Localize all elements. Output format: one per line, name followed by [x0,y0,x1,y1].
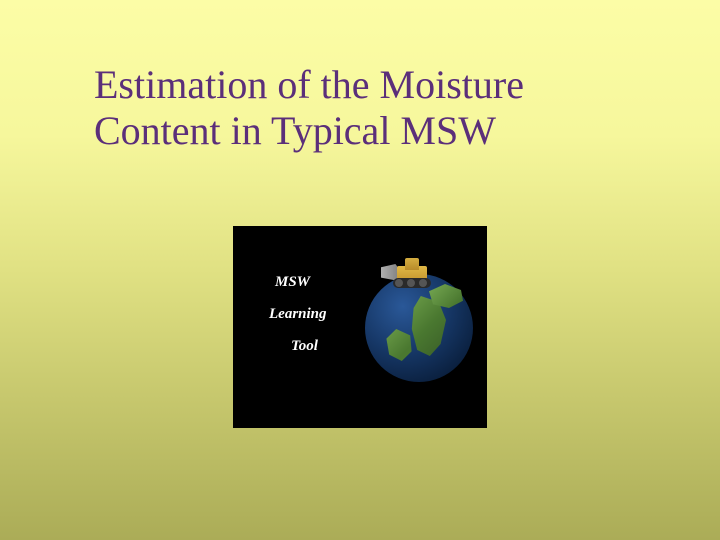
slide-title: Estimation of the Moisture Content in Ty… [94,62,634,154]
bulldozer-icon [379,256,441,292]
bulldozer-wheel [395,279,403,287]
logo-text-line-1: MSW [275,274,310,291]
logo-image: MSW Learning Tool [233,226,487,428]
bulldozer-wheel [419,279,427,287]
logo-text-line-3: Tool [291,338,318,355]
globe-land [385,329,413,361]
bulldozer-cab [405,258,419,270]
bulldozer-wheel [407,279,415,287]
presentation-slide: Estimation of the Moisture Content in Ty… [0,0,720,540]
logo-text-line-2: Learning [269,306,327,323]
